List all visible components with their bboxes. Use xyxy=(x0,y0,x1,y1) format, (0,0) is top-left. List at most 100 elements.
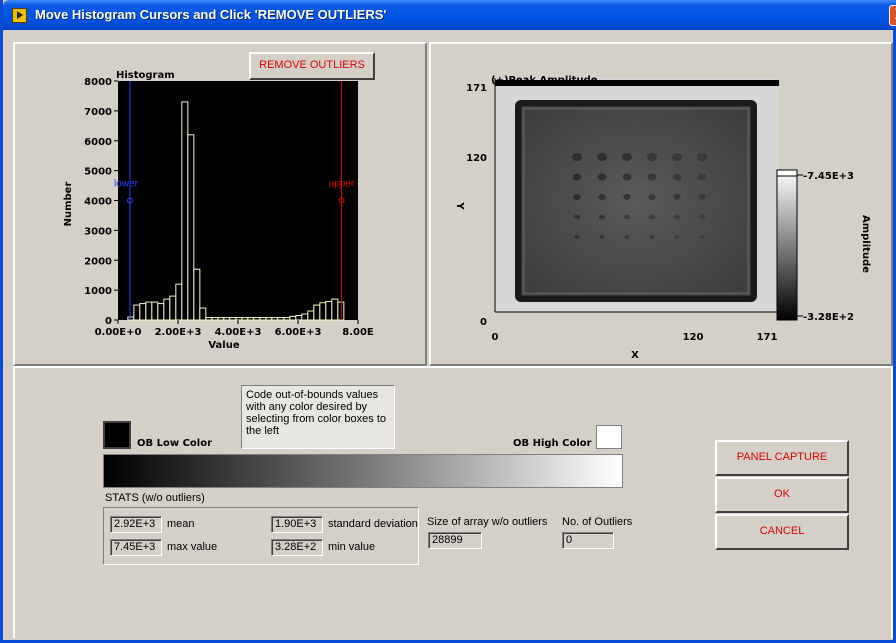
histogram-bar xyxy=(253,317,261,321)
histogram-bar xyxy=(283,317,291,321)
histogram-bar xyxy=(319,302,327,321)
histogram-bar xyxy=(295,315,303,321)
histogram-chart[interactable]: 0 1000 2000 3000 4000 5000 6000 7000 8000 0.00E+0… xyxy=(15,44,425,364)
plate-defect-dot xyxy=(624,235,630,239)
min-value-label: min value xyxy=(328,541,376,553)
mean-field: 2.92E+3 xyxy=(110,516,162,533)
histogram-bar xyxy=(331,298,339,321)
std-dev-field: 1.90E+3 xyxy=(271,516,323,533)
histogram-bar xyxy=(259,317,267,321)
colorbar-max-label: -7.45E+3 xyxy=(803,171,854,182)
histogram-bar xyxy=(175,283,183,321)
image-title: (+)Peak Amplitude xyxy=(491,75,598,86)
image-y-tick-171: 171 xyxy=(466,83,487,94)
histogram-bar xyxy=(229,317,237,321)
outliers-count-label: No. of Outliers xyxy=(562,516,633,528)
plate-defect-dot xyxy=(573,194,581,200)
histogram-y-tick-label: 2000 xyxy=(84,256,112,267)
plate-defect-dot xyxy=(672,153,682,161)
plate-defect-dot xyxy=(572,173,582,181)
colorbar-min-label: -3.28E+2 xyxy=(803,312,854,323)
image-y-label: Y xyxy=(454,201,465,210)
histogram-y-tick-label: 8000 xyxy=(84,77,112,88)
peak-amplitude-image[interactable]: (+)Peak Amplitude 171 120 0 0 120 171 X … xyxy=(431,44,891,364)
plate-defect-dot xyxy=(598,194,606,200)
plate-defect-dot xyxy=(623,194,631,200)
histogram-bar xyxy=(325,300,333,321)
note-box: Code out-of-bounds values with any color… xyxy=(241,385,395,449)
plate-defect-dot xyxy=(697,153,707,161)
title-bar[interactable]: Move Histogram Cursors and Click 'REMOVE… xyxy=(3,0,896,30)
ok-label: OK xyxy=(774,488,790,500)
plate-defect-dot xyxy=(599,235,605,239)
cursor-upper-handle xyxy=(338,197,345,204)
out-of-bounds-note: Code out-of-bounds values with any color… xyxy=(246,389,387,437)
std-dev-label: standard deviation xyxy=(328,518,418,530)
stats-label: STATS (w/o outliers) xyxy=(105,492,205,504)
close-button[interactable]: X xyxy=(889,5,896,26)
plate-defect-dot xyxy=(572,153,582,161)
histogram-y-tick-label: 7000 xyxy=(84,107,112,118)
histogram-title: Histogram xyxy=(116,70,175,81)
controls-panel: Code out-of-bounds values with any color… xyxy=(13,366,893,638)
histogram-bar xyxy=(199,307,207,321)
histogram-bar xyxy=(241,317,249,321)
panel-capture-button[interactable]: PANEL CAPTURE xyxy=(715,440,849,476)
histogram-bar xyxy=(139,303,147,321)
histogram-panel: REMOVE OUTLIERS 0 1000 2000 3000 4000 5000 600… xyxy=(13,42,427,366)
histogram-bar xyxy=(205,317,213,321)
plate-defect-dot xyxy=(573,214,581,220)
plate-defect-dot xyxy=(649,235,655,239)
mean-label: mean xyxy=(167,518,195,530)
array-size-label: Size of array w/o outliers xyxy=(427,516,548,528)
histogram-bar xyxy=(157,303,165,321)
colorbar-title: Amplitude xyxy=(860,215,871,273)
plate-defect-dot xyxy=(697,173,707,181)
plate-defect-dot xyxy=(598,214,606,220)
histogram-x-tick-label: 4.00E+3 xyxy=(215,327,262,338)
image-x-label: X xyxy=(631,350,639,361)
colorbar-top-marker xyxy=(776,169,798,177)
plate-defect-dot xyxy=(673,194,681,200)
histogram-bar xyxy=(127,316,135,321)
stats-group xyxy=(103,507,419,565)
plate-defect-dot xyxy=(597,153,607,161)
histogram-x-tick-label: 0.00E+0 xyxy=(95,327,142,338)
image-x-tick-171: 171 xyxy=(757,332,778,343)
histogram-bar xyxy=(247,317,255,321)
histogram-bar xyxy=(289,315,297,321)
histogram-y-tick-label: 0 xyxy=(105,316,112,327)
histogram-bar xyxy=(313,304,321,321)
ob-high-color-swatch[interactable] xyxy=(596,425,622,449)
histogram-bar xyxy=(235,317,243,321)
cancel-label: CANCEL xyxy=(759,525,805,537)
max-value-field: 7.45E+3 xyxy=(110,539,162,556)
plate-defect-dot xyxy=(648,214,656,220)
cancel-button[interactable]: CANCEL xyxy=(715,514,849,550)
plate-defect-dot xyxy=(647,153,657,161)
histogram-bar xyxy=(169,295,177,321)
histogram-bar xyxy=(307,310,315,321)
cursor-lower-label: lower xyxy=(114,179,139,190)
plate-surface xyxy=(523,108,749,294)
histogram-x-tick-label: 2.00E+3 xyxy=(155,327,202,338)
histogram-bar xyxy=(133,304,141,321)
labview-app-icon xyxy=(12,8,27,23)
histogram-bar xyxy=(181,101,189,321)
histogram-bar xyxy=(277,317,285,321)
remove-outliers-button[interactable]: REMOVE OUTLIERS xyxy=(249,52,375,80)
outliers-count-field: 0 xyxy=(562,532,614,549)
histogram-bar xyxy=(223,317,231,321)
cursor-lower-handle xyxy=(127,197,133,204)
histogram-y-tick-label: 4000 xyxy=(84,197,112,208)
plate-defect-dot xyxy=(597,173,607,181)
histogram-bar xyxy=(187,134,195,321)
cursor-upper-label: upper xyxy=(329,179,355,190)
histogram-x-label: Value xyxy=(208,340,239,351)
panel-capture-label: PANEL CAPTURE xyxy=(736,451,828,463)
image-y-tick-120: 120 xyxy=(466,153,487,164)
histogram-bar xyxy=(265,317,273,321)
ok-button[interactable]: OK xyxy=(715,477,849,513)
histogram-x-tick-label: 8.00E xyxy=(342,327,374,338)
ob-low-color-swatch[interactable] xyxy=(103,421,131,449)
